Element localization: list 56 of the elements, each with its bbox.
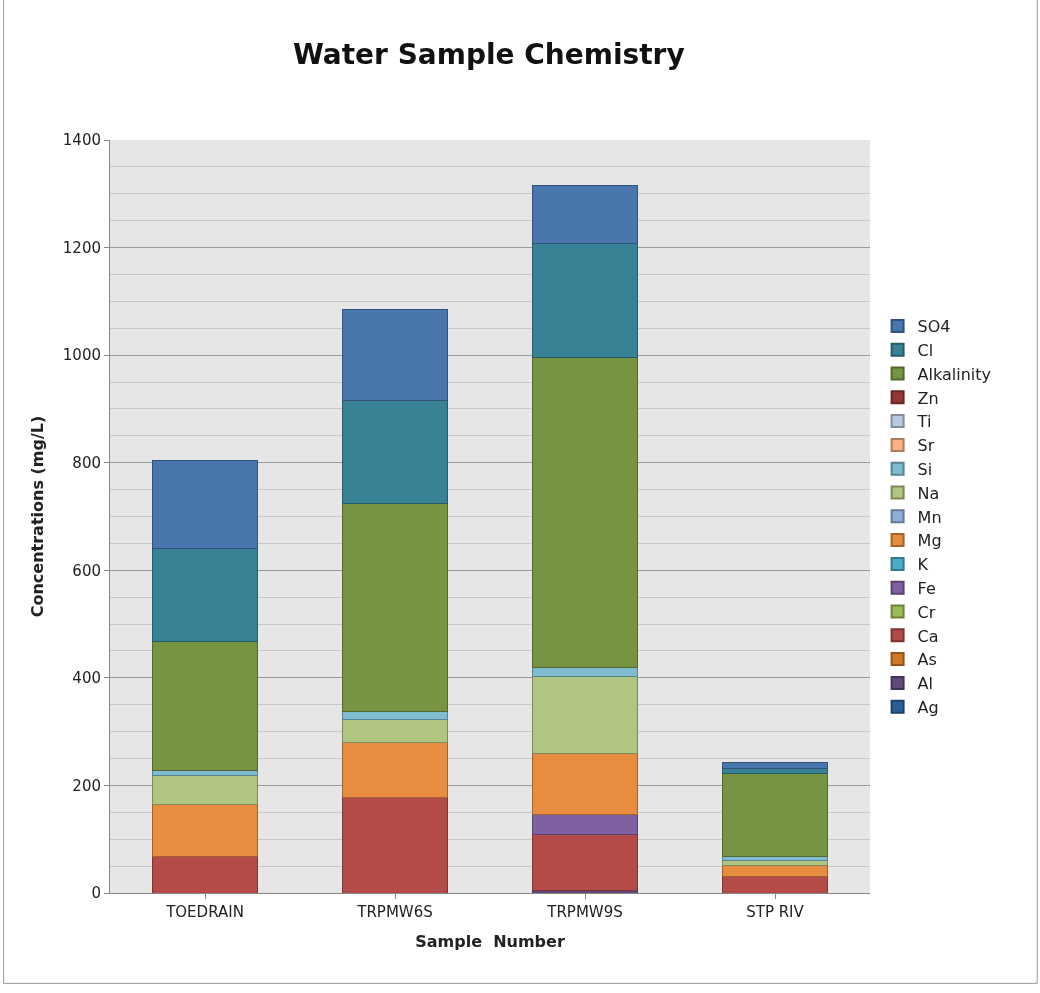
x-tick-label: TRPMW6S xyxy=(356,903,433,921)
bar xyxy=(722,773,828,857)
bar xyxy=(342,719,448,743)
legend-label: SO4 xyxy=(917,317,951,337)
bar xyxy=(532,834,638,891)
y-tick-label: 0 xyxy=(91,884,101,903)
bar xyxy=(342,741,448,798)
bar xyxy=(722,761,828,769)
y-tick-label: 1400 xyxy=(62,131,101,150)
y-axis-title: Concentrations (mg/L) xyxy=(27,415,47,618)
y-tick-label: 600 xyxy=(72,561,101,580)
legend-label: Ti xyxy=(916,412,932,432)
bar xyxy=(152,803,258,858)
y-tick-label: 1200 xyxy=(62,238,101,257)
bar xyxy=(152,548,258,643)
legend-label: As xyxy=(917,650,937,670)
legend-label: Na xyxy=(917,483,940,503)
bar xyxy=(532,242,638,359)
legend-label: Alkalinity xyxy=(917,364,992,384)
legend-label: Zn xyxy=(917,388,939,408)
bar xyxy=(342,502,448,713)
bar xyxy=(722,860,828,866)
y-tick-label: 800 xyxy=(72,453,101,472)
bar xyxy=(532,813,638,836)
legend-label: Mg xyxy=(917,531,942,551)
bar xyxy=(342,796,448,893)
bar xyxy=(722,864,828,878)
y-tick-label: 400 xyxy=(72,669,101,688)
legend-label: Cr xyxy=(917,602,936,622)
bar xyxy=(722,876,828,893)
bar xyxy=(532,357,638,668)
bar xyxy=(532,675,638,754)
legend-label: Sr xyxy=(917,436,935,456)
y-tick-label: 1000 xyxy=(62,346,101,365)
bar xyxy=(532,752,638,815)
chart-title: Water Sample Chemistry xyxy=(292,38,685,72)
legend-label: Cl xyxy=(917,340,934,360)
legend-label: Fe xyxy=(917,578,936,598)
bar xyxy=(342,308,448,402)
x-tick-label: TRPMW9S xyxy=(546,903,623,921)
bar xyxy=(152,641,258,771)
legend-label: Ag xyxy=(917,697,939,717)
legend-label: Al xyxy=(917,674,933,694)
x-tick-label: TOEDRAIN xyxy=(165,903,244,921)
bar xyxy=(532,185,638,244)
x-tick-label: STP RIV xyxy=(746,903,805,921)
y-tick-label: 200 xyxy=(72,776,101,795)
legend-label: Si xyxy=(917,459,933,479)
bar xyxy=(342,400,448,504)
legend-label: K xyxy=(917,555,929,575)
legend-label: Mn xyxy=(917,507,942,527)
bar xyxy=(152,459,258,550)
x-axis-title: Sample Number xyxy=(415,931,565,951)
bar xyxy=(152,775,258,805)
bar xyxy=(152,856,258,893)
legend-label: Ca xyxy=(917,626,939,646)
